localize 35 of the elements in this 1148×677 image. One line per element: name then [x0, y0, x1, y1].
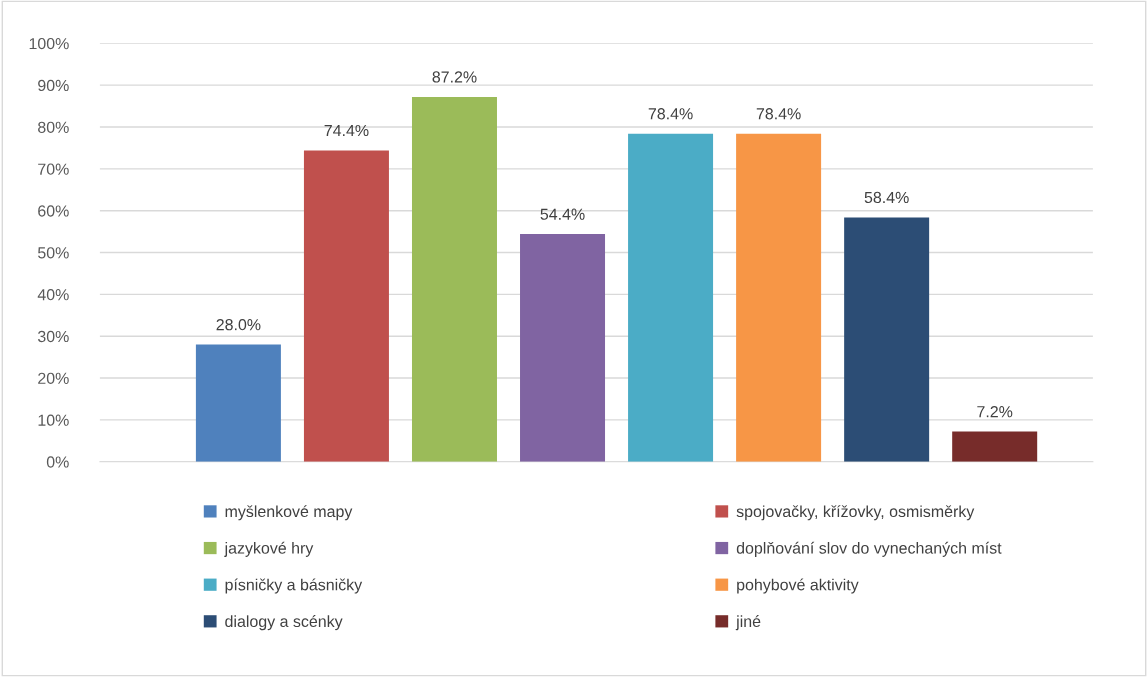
y-tick-label: 60%	[38, 205, 69, 217]
data-label: 87.2%	[432, 71, 477, 83]
y-tick-label: 20%	[38, 372, 69, 384]
legend-label: spojovačky, křížovky, osmisměrky	[736, 505, 975, 521]
data-label: 78.4%	[756, 108, 801, 120]
y-tick-label: 30%	[37, 330, 69, 343]
bar	[844, 217, 930, 462]
y-tick-label: 90%	[38, 79, 69, 92]
data-label: 28.0%	[216, 318, 261, 331]
bar	[952, 431, 1038, 462]
legend-label: dialogy a scénky	[225, 615, 343, 631]
y-tick-label: 100%	[29, 37, 69, 50]
legend-label: jazykové hry	[224, 541, 314, 557]
bar	[628, 133, 714, 462]
bar	[195, 344, 281, 462]
legend-label: myšlenkové mapy	[225, 505, 353, 521]
bar	[520, 234, 606, 462]
data-label: 54.4%	[540, 208, 585, 220]
y-tick-label: 70%	[38, 163, 69, 175]
data-label: 74.4%	[324, 124, 369, 137]
y-tick-label: 0%	[46, 456, 69, 468]
legend-label: písničky a básničky	[225, 578, 363, 594]
data-label: 58.4%	[864, 191, 909, 204]
bar	[303, 150, 389, 462]
legend-label: pohybové aktivity	[737, 578, 859, 594]
legend-label: jiné	[735, 615, 761, 631]
y-tick-label: 10%	[38, 414, 69, 426]
y-tick-label: 80%	[38, 121, 69, 133]
bar	[736, 133, 822, 462]
y-tick-label: 40%	[37, 288, 69, 301]
data-label: 78.4%	[648, 108, 693, 120]
y-tick-label: 50%	[37, 247, 69, 259]
legend-label: doplňování slov do vynechaných míst	[736, 541, 1002, 557]
bar	[411, 96, 497, 462]
data-label: 7.2%	[977, 406, 1013, 418]
